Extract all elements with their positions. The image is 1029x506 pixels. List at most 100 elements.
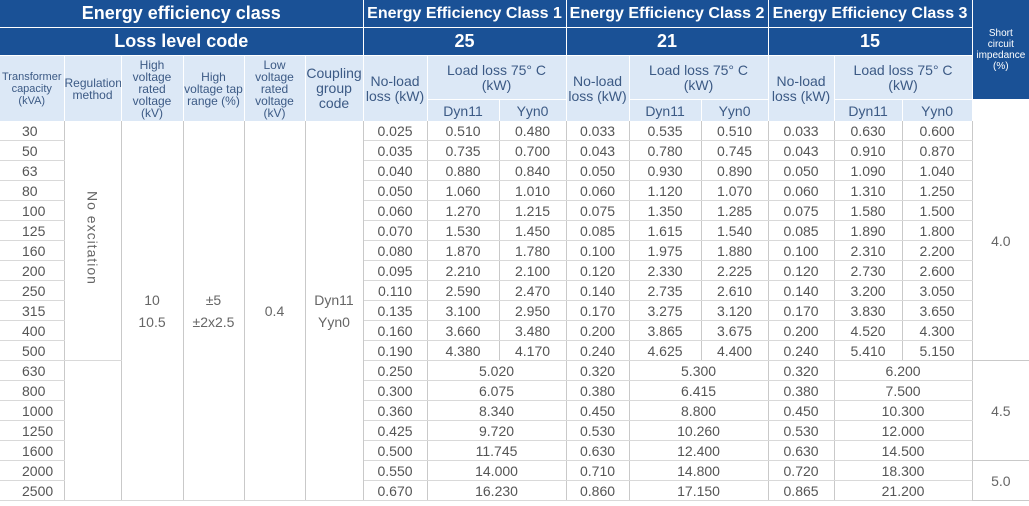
load-loss-yyn0-cell: 0.745 (701, 140, 769, 161)
yyn0-header-2: Yyn0 (701, 99, 769, 121)
no-load-loss-cell: 0.425 (363, 420, 428, 441)
dyn11-header-1: Dyn11 (427, 99, 500, 121)
no-load-loss-header-1: No-load loss (kW) (363, 55, 428, 121)
short-circuit-spacer (972, 99, 1029, 121)
capacity-cell: 315 (0, 300, 65, 321)
capacity-cell: 63 (0, 160, 65, 181)
load-loss-label: Load loss 75° C (kW) (853, 61, 953, 93)
no-load-loss-cell: 0.033 (566, 121, 630, 141)
load-loss-header-1: Load loss 75° C (kW) (427, 55, 567, 100)
no-load-loss-cell: 0.033 (768, 121, 835, 141)
capacity-cell: 100 (0, 200, 65, 221)
load-loss-label: Load loss 75° C (kW) (649, 61, 749, 93)
load-loss-combined-cell: 5.300 (629, 360, 769, 381)
capacity-cell: 500 (0, 340, 65, 361)
load-loss-yyn0-cell: 0.600 (902, 121, 973, 141)
no-load-loss-label: No-load loss (kW) (771, 72, 831, 104)
no-load-loss-cell: 0.120 (768, 260, 835, 281)
no-load-loss-header-2: No-load loss (kW) (566, 55, 630, 121)
no-load-loss-cell: 0.240 (566, 340, 630, 361)
load-loss-yyn0-cell: 3.675 (701, 320, 769, 341)
capacity-cell: 125 (0, 220, 65, 241)
no-load-loss-cell: 0.190 (363, 340, 428, 361)
load-loss-yyn0-cell: 0.890 (701, 160, 769, 181)
load-loss-combined-cell: 6.415 (629, 380, 769, 401)
load-loss-yyn0-cell: 1.780 (499, 240, 567, 261)
capacity-cell: 30 (0, 121, 65, 141)
no-load-loss-cell: 0.500 (363, 440, 428, 461)
load-loss-yyn0-cell: 2.470 (499, 280, 567, 301)
no-load-loss-cell: 0.120 (566, 260, 630, 281)
load-loss-dyn11-cell: 1.580 (834, 200, 903, 221)
load-loss-header-3: Load loss 75° C (kW) (834, 55, 973, 100)
no-load-loss-cell: 0.710 (566, 460, 630, 481)
table-row: 100 0.060 1.270 1.215 0.075 1.350 1.285 0.075 1.… (0, 200, 1029, 221)
impedance-cell-group3: 5.0 (972, 460, 1029, 501)
load-loss-dyn11-cell: 2.730 (834, 260, 903, 281)
load-loss-yyn0-cell: 3.120 (701, 300, 769, 321)
table-row: 500 0.190 4.380 4.170 0.240 4.625 4.400 0.240 5.… (0, 340, 1029, 361)
load-loss-dyn11-cell: 1.870 (427, 240, 500, 261)
table-row: 1000 0.360 8.340 0.450 8.800 0.450 10.300 (0, 400, 1029, 421)
no-load-loss-cell: 0.380 (566, 380, 630, 401)
load-loss-dyn11-cell: 1.615 (629, 220, 702, 241)
tap-range-value-2: ±2x2.5 (192, 313, 235, 330)
load-loss-yyn0-cell: 2.610 (701, 280, 769, 301)
lv-rated-voltage-cell: 0.4 (244, 121, 306, 501)
load-loss-yyn0-cell: 1.540 (701, 220, 769, 241)
impedance-cell-group2: 4.5 (972, 360, 1029, 461)
no-load-loss-cell: 0.100 (768, 240, 835, 261)
hv-tap-range-cell: ±5 ±2x2.5 (183, 121, 245, 501)
capacity-cell: 1000 (0, 400, 65, 421)
load-loss-yyn0-cell: 1.010 (499, 180, 567, 201)
no-load-loss-cell: 0.043 (768, 140, 835, 161)
load-loss-dyn11-cell: 3.200 (834, 280, 903, 301)
no-load-loss-cell: 0.040 (363, 160, 428, 181)
load-loss-yyn0-cell: 1.215 (499, 200, 567, 221)
impedance-cell-group1: 4.0 (972, 121, 1029, 361)
no-load-loss-cell: 0.043 (566, 140, 630, 161)
load-loss-yyn0-cell: 1.500 (902, 200, 973, 221)
load-loss-dyn11-cell: 0.535 (629, 121, 702, 141)
regulation-method-header: Regulation method (64, 55, 122, 121)
energy-efficiency-class-header: Energy efficiency class (0, 0, 364, 28)
load-loss-yyn0-cell: 2.600 (902, 260, 973, 281)
no-load-loss-cell: 0.865 (768, 480, 835, 501)
dyn11-header-2: Dyn11 (629, 99, 702, 121)
no-load-loss-cell: 0.050 (363, 180, 428, 201)
capacity-cell: 50 (0, 140, 65, 161)
no-load-loss-cell: 0.530 (566, 420, 630, 441)
no-load-loss-cell: 0.300 (363, 380, 428, 401)
coupling-group-label: Coupling group code (306, 65, 362, 111)
load-loss-combined-cell: 14.500 (834, 440, 973, 461)
short-circuit-header: Short circuit impedance (%) (972, 0, 1029, 100)
no-load-loss-cell: 0.160 (363, 320, 428, 341)
load-loss-yyn0-cell: 4.400 (701, 340, 769, 361)
load-loss-dyn11-cell: 0.910 (834, 140, 903, 161)
load-loss-combined-cell: 14.800 (629, 460, 769, 481)
hv-tap-range-label: High voltage tap range (%) (184, 69, 243, 108)
load-loss-dyn11-cell: 4.380 (427, 340, 500, 361)
header-row-class: Energy efficiency class Energy Efficienc… (0, 0, 1029, 100)
tap-range-value-1: ±5 (205, 291, 222, 308)
load-loss-dyn11-cell: 1.090 (834, 160, 903, 181)
regulation-method-value: No excitation (84, 190, 101, 285)
no-load-loss-header-3: No-load loss (kW) (768, 55, 835, 121)
coupling-group-value-1: Dyn11 (314, 291, 354, 308)
table-row: 63 0.040 0.880 0.840 0.050 0.930 0.890 0.050 1.0… (0, 160, 1029, 181)
load-loss-dyn11-cell: 4.520 (834, 320, 903, 341)
load-loss-yyn0-cell: 2.100 (499, 260, 567, 281)
capacity-cell: 630 (0, 360, 65, 381)
load-loss-dyn11-cell: 0.880 (427, 160, 500, 181)
load-loss-combined-cell: 18.300 (834, 460, 973, 481)
load-loss-dyn11-cell: 1.975 (629, 240, 702, 261)
class1-header: Energy Efficiency Class 1 (363, 0, 567, 28)
load-loss-dyn11-cell: 3.100 (427, 300, 500, 321)
capacity-cell: 2000 (0, 460, 65, 481)
no-load-loss-label: No-load loss (kW) (568, 72, 627, 104)
regulation-method-cell-lower (64, 360, 122, 501)
load-loss-dyn11-cell: 1.310 (834, 180, 903, 201)
load-loss-dyn11-cell: 2.735 (629, 280, 702, 301)
load-loss-dyn11-cell: 5.410 (834, 340, 903, 361)
